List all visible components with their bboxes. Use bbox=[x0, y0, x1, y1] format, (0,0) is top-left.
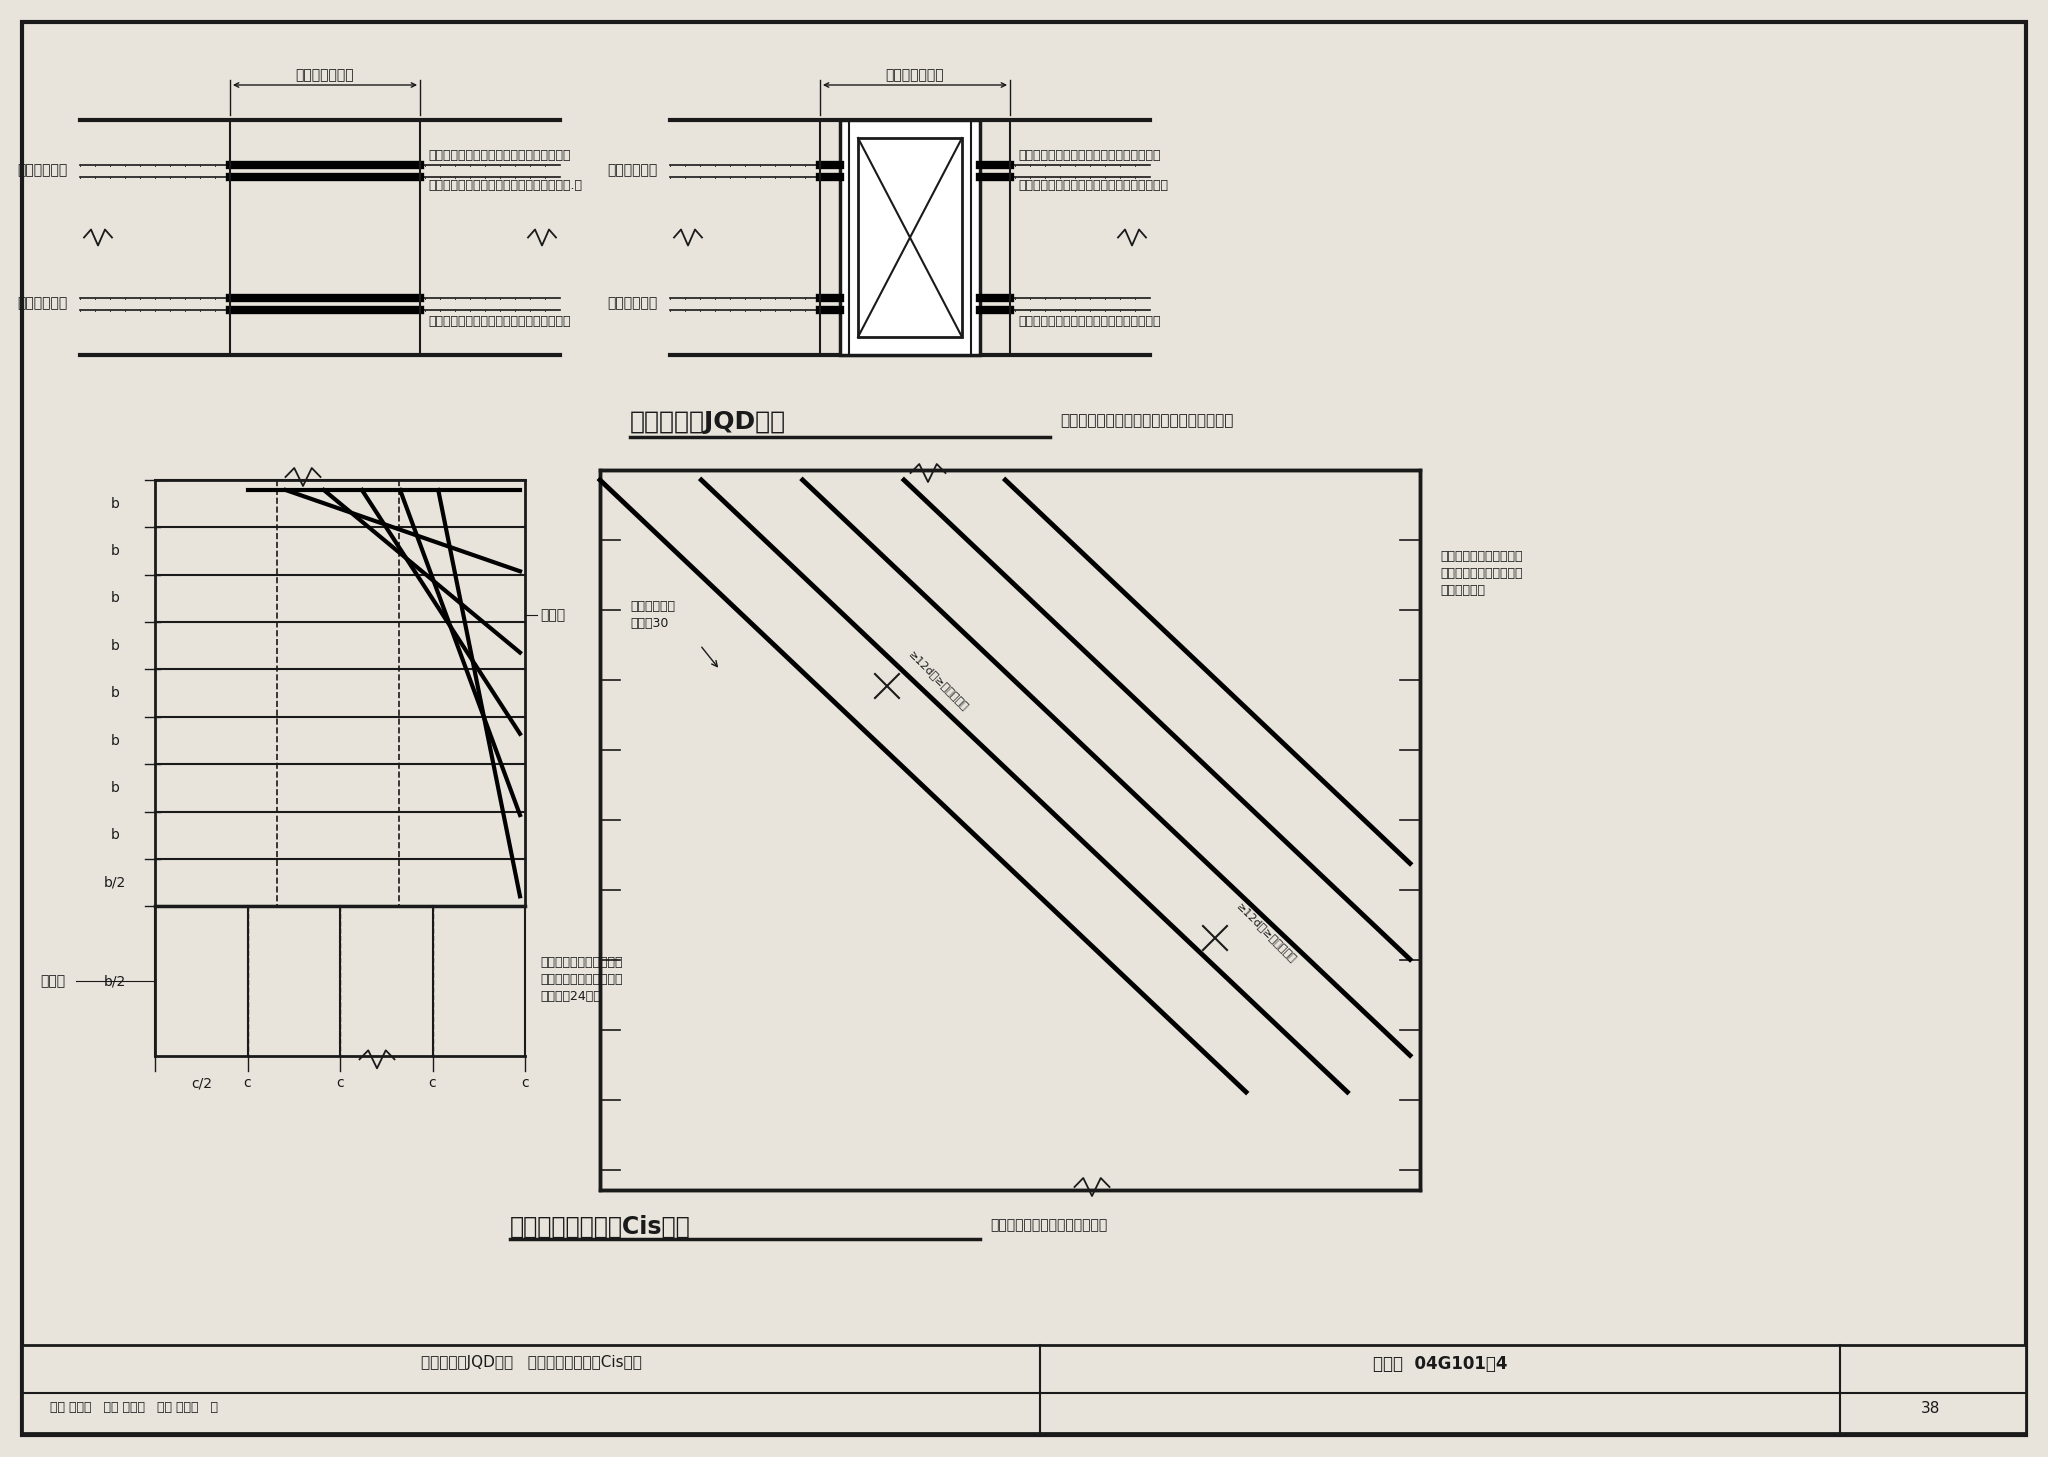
Text: （本图未表示构造筋及分布筋）: （本图未表示构造筋及分布筋） bbox=[989, 1218, 1108, 1233]
Text: c: c bbox=[336, 1077, 344, 1090]
Text: b: b bbox=[111, 781, 119, 796]
Text: 上部加强贯通纵筋（取代上部原同向配筋）: 上部加强贯通纵筋（取代上部原同向配筋） bbox=[1018, 149, 1161, 162]
Text: 斜放加强钢筋
净距为30: 斜放加强钢筋 净距为30 bbox=[631, 600, 676, 629]
Text: b: b bbox=[111, 733, 119, 747]
Text: b: b bbox=[111, 592, 119, 606]
Text: c: c bbox=[244, 1077, 252, 1090]
Text: 板上部原配筋: 板上部原配筋 bbox=[608, 163, 657, 176]
Text: 上部加强贯通纵筋（取代上部原同向配筋）: 上部加强贯通纵筋（取代上部原同向配筋） bbox=[428, 149, 571, 162]
Text: （是否设置上部加强贯通纵筋根据具体设计）: （是否设置上部加强贯通纵筋根据具体设计） bbox=[1018, 179, 1167, 192]
Text: 纵筋加强带JQD构造   板悬挑阴角附加筋Cis构造: 纵筋加强带JQD构造 板悬挑阴角附加筋Cis构造 bbox=[420, 1355, 641, 1370]
Text: 下部加强贯通纵筋（取代下部原同向配筋）: 下部加强贯通纵筋（取代下部原同向配筋） bbox=[428, 315, 571, 328]
Text: 跨内板: 跨内板 bbox=[41, 975, 66, 988]
Text: ≥12d且≥少钢板中线: ≥12d且≥少钢板中线 bbox=[907, 648, 971, 712]
Text: b: b bbox=[111, 543, 119, 558]
Text: 板悬挑阴角附加筋Cis构造: 板悬挑阴角附加筋Cis构造 bbox=[510, 1215, 690, 1238]
Text: 图集号  04G101－4: 图集号 04G101－4 bbox=[1372, 1355, 1507, 1372]
Bar bbox=[600, 471, 1419, 1190]
Text: 板下部原配筋: 板下部原配筋 bbox=[18, 296, 68, 310]
Text: c: c bbox=[428, 1077, 436, 1090]
Text: ≥12d且≥少钢板中线: ≥12d且≥少钢板中线 bbox=[1235, 900, 1298, 965]
Text: 纵筋加强带JQD构造: 纵筋加强带JQD构造 bbox=[631, 409, 786, 434]
Text: b/2: b/2 bbox=[104, 975, 127, 988]
Text: 审核 陈幼礁   校对 刘其祥   设计 陈青来   页: 审核 陈幼礁 校对 刘其祥 设计 陈青来 页 bbox=[49, 1402, 217, 1413]
Text: 悬挑板上部两向受力钢筋
在悬挑阴角范围的交叉构
造详见第24页）: 悬挑板上部两向受力钢筋 在悬挑阴角范围的交叉构 造详见第24页） bbox=[541, 956, 623, 1004]
Text: 悬挑阴角板上部斜放加强
钢筋放置在悬挑板上部受
力钢筋的下面: 悬挑阴角板上部斜放加强 钢筋放置在悬挑板上部受 力钢筋的下面 bbox=[1440, 549, 1522, 597]
Text: b: b bbox=[111, 686, 119, 701]
Bar bbox=[23, 1345, 2025, 1434]
Text: b/2: b/2 bbox=[104, 876, 127, 890]
Text: 下部加强贯通纵筋（取代下部原同向配筋）: 下部加强贯通纵筋（取代下部原同向配筋） bbox=[1018, 315, 1161, 328]
Text: b: b bbox=[111, 828, 119, 842]
Text: 38: 38 bbox=[1921, 1402, 1939, 1416]
Text: 板上部原配筋: 板上部原配筋 bbox=[18, 163, 68, 176]
Bar bbox=[858, 138, 963, 337]
Text: 悬挑板: 悬挑板 bbox=[541, 608, 565, 622]
Text: （是否设置上部加强贯通纵筋根据具体设计.）: （是否设置上部加强贯通纵筋根据具体设计.） bbox=[428, 179, 582, 192]
Text: c/2: c/2 bbox=[190, 1077, 211, 1090]
Text: b: b bbox=[111, 497, 119, 511]
Bar bbox=[840, 119, 981, 356]
Text: 纵筋加强带宽度: 纵筋加强带宽度 bbox=[295, 68, 354, 82]
Text: 纵筋加强带宽度: 纵筋加强带宽度 bbox=[885, 68, 944, 82]
Text: 板下部原配筋: 板下部原配筋 bbox=[608, 296, 657, 310]
Text: b: b bbox=[111, 638, 119, 653]
Text: c: c bbox=[520, 1077, 528, 1090]
Text: 注：加强贯通纵筋的连接要求与板纵筋相同: 注：加强贯通纵筋的连接要求与板纵筋相同 bbox=[1061, 412, 1233, 428]
